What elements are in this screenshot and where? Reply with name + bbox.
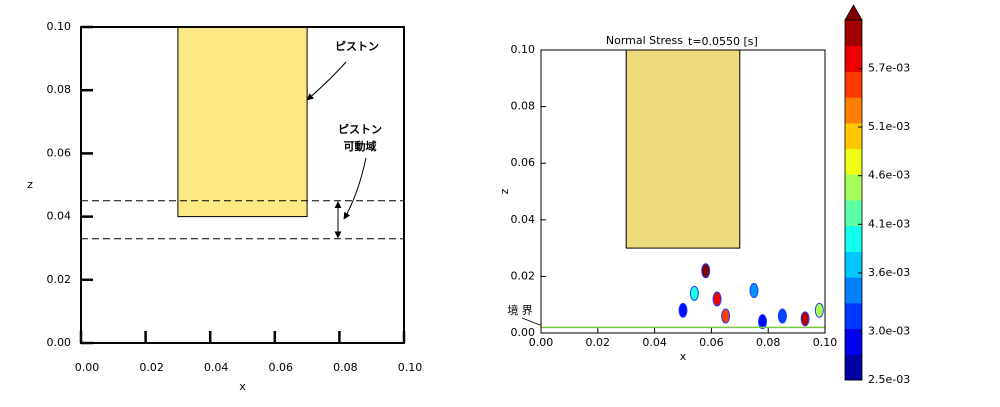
x-axis-label: x [239, 380, 246, 393]
x-axis-label: x [680, 350, 687, 363]
colorbar-frame [844, 19, 863, 381]
y-tick-label: 0.08 [511, 100, 536, 113]
colorbar-band [845, 277, 862, 304]
x-tick-label: 0.08 [756, 336, 781, 349]
stress-spot [777, 308, 787, 324]
x-tick-label: 0.02 [586, 336, 611, 349]
stress-spot [800, 311, 810, 327]
y-tick-label: 0.10 [47, 20, 72, 33]
annotation: ピストン [338, 123, 382, 136]
colorbar-band [845, 97, 862, 124]
x-tick-label: 0.00 [529, 336, 554, 349]
x-tick-label: 0.06 [269, 361, 294, 374]
colorbar-band [845, 122, 862, 150]
y-tick-label: 0.00 [47, 336, 72, 349]
colorbar-tick-label: 5.1e-03 [868, 120, 910, 133]
y-tick-label: 0.06 [47, 146, 72, 159]
colorbar-tick-label: 3.6e-03 [868, 266, 910, 279]
chart-subtitle: t=0.0550 [s] [688, 35, 758, 48]
colorbar-tick-label: 4.1e-03 [868, 217, 910, 230]
x-tick-label: 0.00 [75, 361, 100, 374]
colorbar-tick-label: 5.7e-03 [868, 62, 910, 75]
chart-title: Normal Stress [606, 34, 683, 47]
stress-spot [701, 263, 711, 279]
colorbar-tick-label: 2.5e-03 [868, 373, 910, 386]
x-tick-label: 0.02 [139, 361, 164, 374]
y-tick-label: 0.04 [47, 210, 72, 223]
colorbar-tick-label: 3.0e-03 [868, 324, 910, 337]
y-tick-label: 0.02 [511, 269, 536, 282]
stress-spot [758, 314, 768, 330]
x-tick-label: 0.04 [204, 361, 229, 374]
stress-spot [814, 302, 824, 318]
annotation: 可動域 [344, 139, 377, 153]
piston [625, 49, 741, 249]
piston [177, 26, 308, 218]
y-axis-label: z [27, 178, 33, 191]
colorbar-band [845, 71, 862, 98]
x-tick-label: 0.08 [333, 361, 358, 374]
y-tick-label: 0.06 [511, 156, 536, 169]
colorbar-tick-label: 4.6e-03 [868, 169, 910, 182]
stress-spot [749, 283, 759, 299]
arrow [343, 157, 367, 220]
colorbar-extension [844, 4, 863, 21]
stress-spot [689, 285, 699, 301]
stress-spot [721, 308, 731, 324]
y-tick-label: 0.08 [47, 83, 72, 96]
colorbar-band [845, 148, 862, 175]
frame [80, 26, 405, 344]
arrow [306, 61, 347, 101]
colorbar-band [845, 225, 862, 252]
y-tick-label: 0.00 [511, 326, 536, 339]
y-tick-label: 0.10 [511, 43, 536, 56]
colorbar-band [845, 20, 862, 47]
colorbar-band [845, 328, 862, 355]
boundary-label: 境 界 [507, 304, 533, 317]
x-tick-label: 0.10 [813, 336, 838, 349]
boundary-pointer [521, 317, 542, 326]
y-tick-label: 0.04 [511, 213, 536, 226]
y-axis-label: z [498, 188, 511, 194]
frame [540, 49, 826, 334]
colorbar-band [845, 200, 862, 227]
annotation: ピストン [335, 40, 379, 53]
x-tick-label: 0.10 [398, 361, 423, 374]
colorbar-band [845, 302, 862, 330]
stress-spot [712, 291, 722, 307]
colorbar-band [845, 251, 862, 278]
colorbar-band [845, 354, 862, 381]
y-tick-label: 0.02 [47, 273, 72, 286]
stress-spot [678, 302, 688, 318]
x-tick-label: 0.06 [699, 336, 724, 349]
colorbar-band [845, 45, 862, 72]
colorbar-band [845, 174, 862, 201]
x-tick-label: 0.04 [642, 336, 667, 349]
